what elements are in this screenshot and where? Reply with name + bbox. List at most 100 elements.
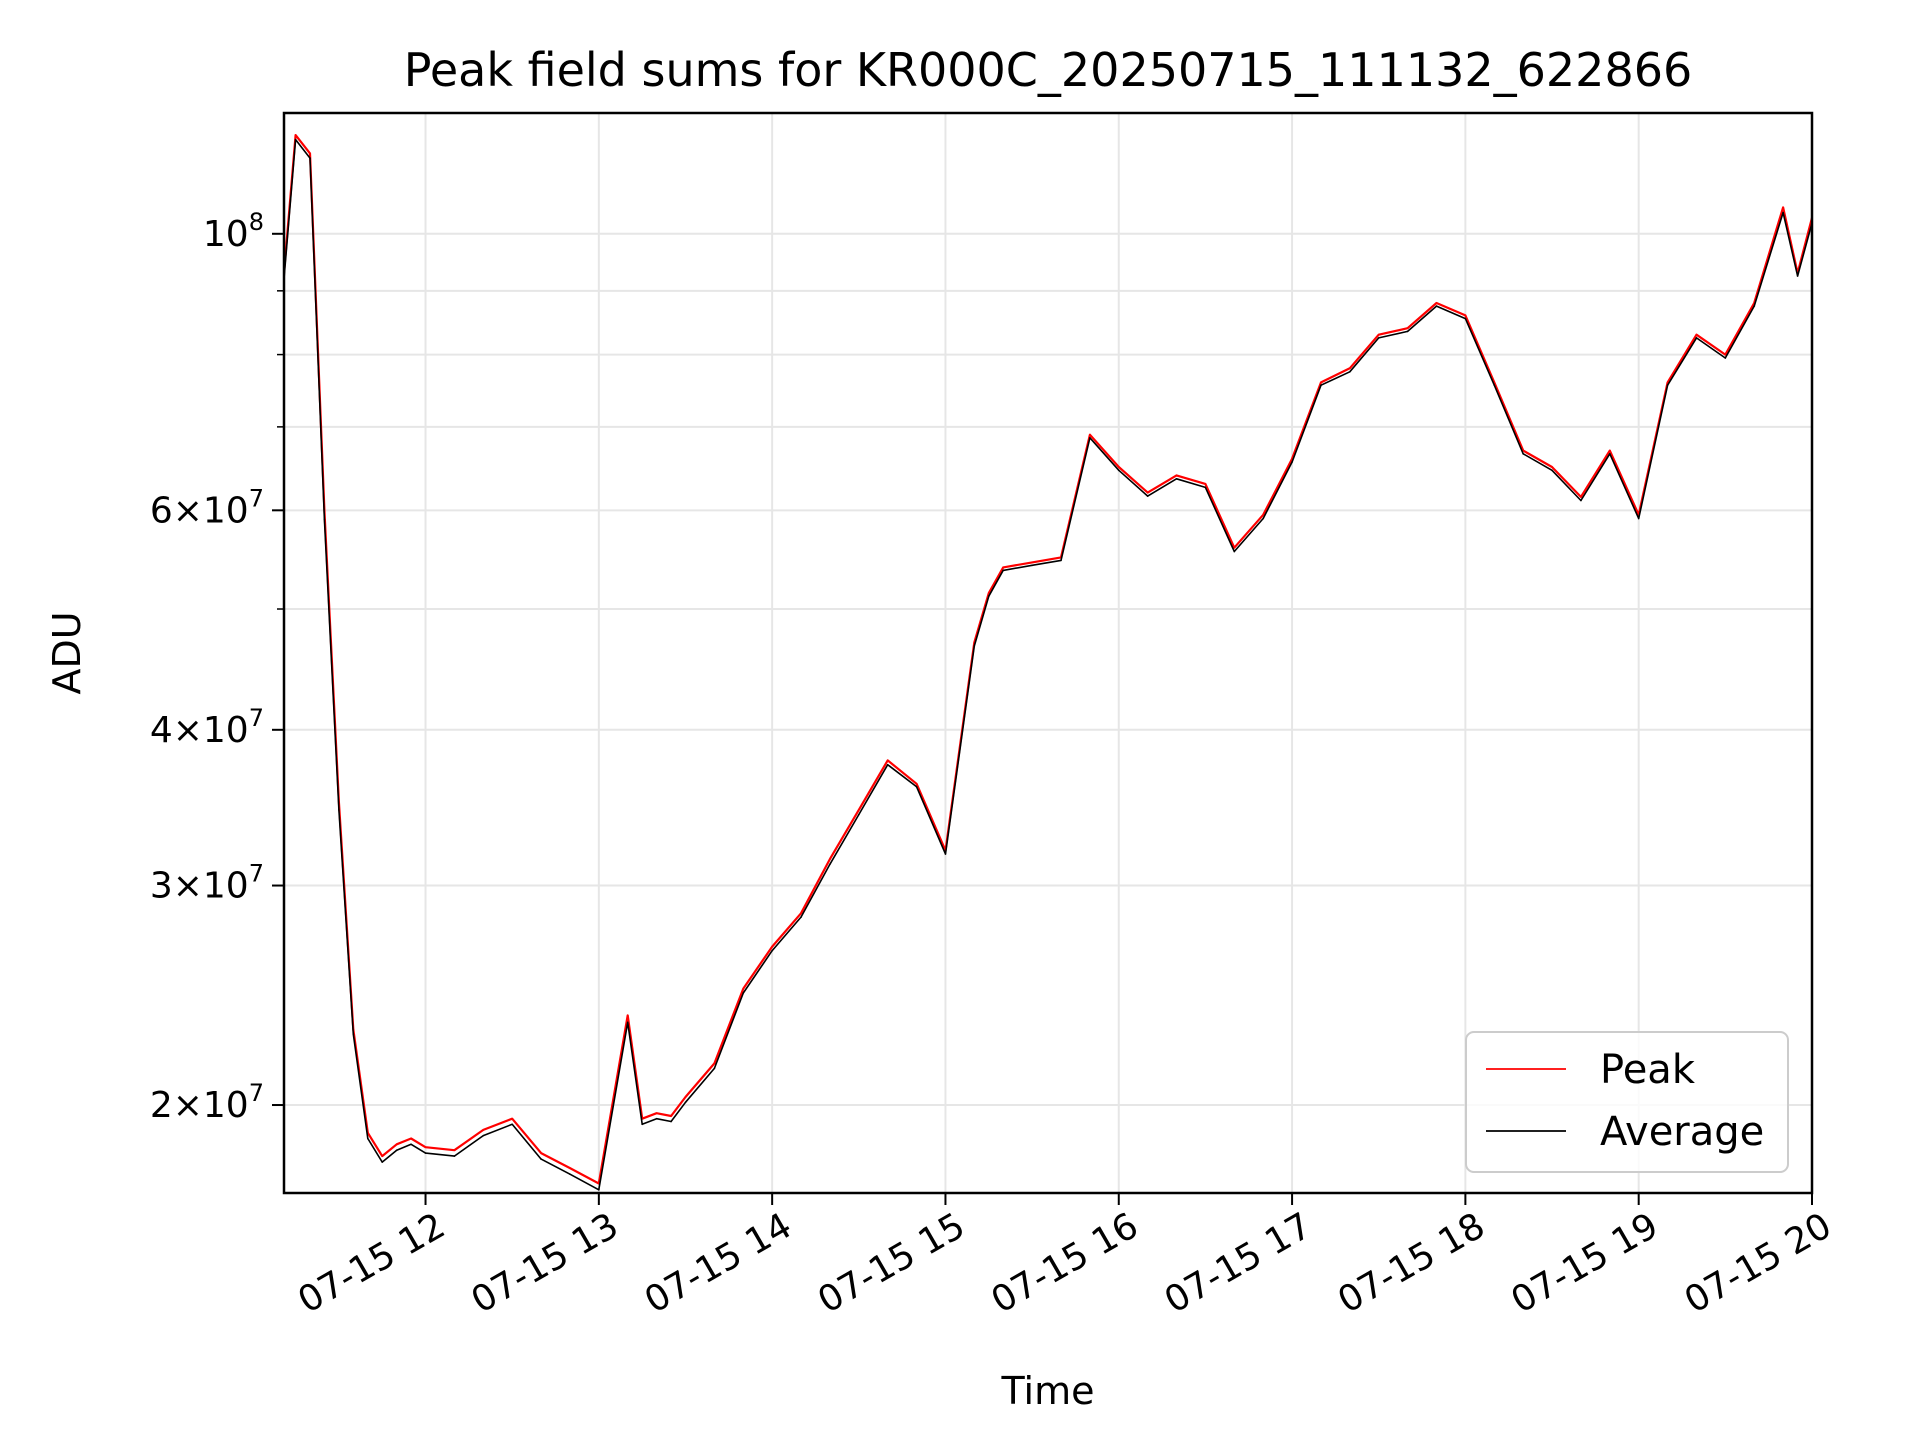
data-point-peak [1609, 449, 1611, 452]
x-tick-label: 07-15 13 [465, 1205, 626, 1321]
data-point-peak [482, 1129, 485, 1131]
data-point-peak [309, 152, 311, 155]
data-point-peak [424, 1146, 427, 1149]
data-point-average [1637, 517, 1640, 520]
y-tick-label: 2×107 [150, 1079, 264, 1126]
data-point-average [858, 813, 860, 816]
y-axis-title: ADU [45, 611, 89, 694]
x-tick-label: 07-15 17 [1158, 1205, 1319, 1321]
data-point-peak [1349, 367, 1351, 370]
data-point-peak [1435, 302, 1438, 304]
data-point-peak [1406, 327, 1409, 329]
data-point-peak [569, 1167, 571, 1169]
data-point-average [1291, 461, 1293, 463]
x-tick-label: 07-15 19 [1505, 1205, 1666, 1321]
data-point-average [395, 1149, 398, 1151]
data-point-average [1002, 569, 1005, 572]
x-axis-title: Time [1001, 1369, 1095, 1413]
data-point-peak [294, 134, 297, 136]
data-point-average [1666, 384, 1669, 387]
legend: Peak Average [1465, 1031, 1789, 1173]
data-point-average [1464, 317, 1467, 320]
data-point-average [1262, 517, 1264, 520]
data-point-average [1233, 550, 1236, 553]
data-point-average [1377, 337, 1380, 339]
legend-label-peak: Peak [1600, 1047, 1696, 1093]
data-point-average [626, 1021, 629, 1024]
data-point-peak [886, 759, 889, 762]
x-tick-label: 07-15 15 [811, 1205, 972, 1321]
data-point-peak [626, 1014, 629, 1017]
data-point-average [453, 1155, 456, 1157]
data-point-average [944, 853, 947, 855]
data-point-peak [800, 912, 802, 915]
y-tick-label: 6×107 [150, 484, 264, 531]
data-point-peak [713, 1062, 716, 1065]
x-axis-ticks: 07-15 12 07-15 13 07-15 14 07-15 15 07-15 16… [291, 1193, 1839, 1322]
data-point-peak [1782, 206, 1784, 209]
y-tick-label: 108 [203, 208, 264, 255]
data-point-average [742, 992, 745, 994]
y-axis-ticks: 2×107 3×107 4×107 6×107 108 [150, 208, 284, 1126]
data-point-average [366, 1137, 369, 1140]
data-point-average [1320, 384, 1322, 387]
data-point-average [1146, 495, 1149, 497]
data-point-peak [915, 783, 918, 785]
data-point-average [1204, 486, 1207, 489]
data-point-peak [1089, 433, 1091, 436]
data-point-peak [670, 1115, 672, 1117]
data-point-peak [1580, 496, 1582, 498]
data-point-peak [1031, 561, 1033, 564]
data-point-average [684, 1101, 687, 1104]
data-point-average [1493, 384, 1496, 387]
data-point-average [598, 1189, 600, 1191]
data-point-average [1089, 437, 1091, 439]
data-point-average [655, 1117, 658, 1120]
data-point-peak [1175, 474, 1178, 477]
data-point-average [540, 1158, 542, 1160]
data-point-average [1695, 337, 1698, 339]
data-point-peak [655, 1112, 658, 1115]
data-point-average [410, 1143, 412, 1146]
series-layer [283, 134, 1813, 1191]
data-point-peak [410, 1137, 412, 1140]
data-point-average [424, 1152, 427, 1154]
y-tick-label: 4×107 [150, 704, 264, 751]
data-point-average [1175, 477, 1178, 480]
data-point-average [511, 1123, 513, 1126]
data-point-average [1796, 275, 1799, 277]
data-point-average [482, 1134, 485, 1137]
data-point-peak [1002, 566, 1005, 569]
data-point-peak [1204, 483, 1207, 485]
data-point-peak [381, 1155, 384, 1157]
data-point-peak [1117, 466, 1120, 468]
data-point-peak [771, 945, 773, 948]
data-point-average [800, 916, 802, 918]
series-line-peak [284, 134, 1812, 1185]
data-point-average [338, 809, 340, 811]
data-point-average [1522, 453, 1524, 455]
data-point-peak [858, 809, 860, 811]
data-point-peak [684, 1096, 687, 1098]
data-point-average [670, 1120, 672, 1123]
plot-area-frame [282, 111, 1814, 1195]
y-tick-label: 3×107 [150, 860, 264, 907]
data-point-peak [1551, 466, 1553, 468]
data-point-average [381, 1161, 384, 1163]
data-point-peak [511, 1117, 513, 1120]
data-point-peak [987, 592, 990, 594]
data-point-peak [395, 1143, 398, 1146]
data-point-average [1117, 469, 1120, 472]
data-point-peak [540, 1152, 542, 1154]
x-tick-label: 07-15 18 [1331, 1205, 1492, 1321]
data-point-average [1031, 564, 1033, 567]
data-point-peak [742, 987, 745, 990]
legend-box [1465, 1031, 1789, 1173]
data-point-average [1724, 357, 1727, 359]
data-point-average [1753, 305, 1756, 307]
x-tick-label: 07-15 16 [985, 1205, 1146, 1321]
data-point-average [973, 645, 976, 647]
data-point-average [323, 518, 326, 521]
data-point-average [987, 595, 990, 597]
